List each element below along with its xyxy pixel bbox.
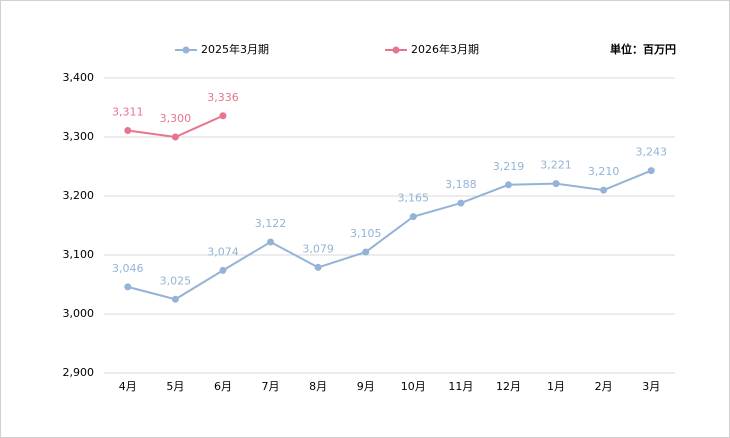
y-tick-label: 3,100 xyxy=(63,248,95,261)
data-label: 3,122 xyxy=(255,217,287,230)
x-tick-label: 7月 xyxy=(262,380,280,393)
x-tick-label: 5月 xyxy=(166,380,184,393)
data-point xyxy=(504,181,512,189)
legend-label: 2026年3月期 xyxy=(411,42,479,56)
data-point xyxy=(124,283,132,291)
y-tick-label: 3,400 xyxy=(63,71,95,84)
data-point xyxy=(124,127,132,135)
x-tick-label: 4月 xyxy=(119,380,137,393)
data-point xyxy=(362,248,370,256)
data-label: 3,210 xyxy=(588,165,620,178)
x-tick-label: 6月 xyxy=(214,380,232,393)
data-point xyxy=(219,112,227,120)
x-tick-label: 10月 xyxy=(401,380,426,393)
data-label: 3,025 xyxy=(160,274,192,287)
data-label: 3,074 xyxy=(207,245,239,258)
data-label: 3,243 xyxy=(635,146,667,159)
data-label: 3,219 xyxy=(493,160,525,173)
x-tick-label: 9月 xyxy=(357,380,375,393)
x-tick-label: 8月 xyxy=(309,380,327,393)
data-label: 3,046 xyxy=(112,262,144,275)
data-point xyxy=(409,213,417,221)
x-tick-label: 3月 xyxy=(642,380,660,393)
y-tick-label: 3,300 xyxy=(63,130,95,143)
data-label: 3,300 xyxy=(160,112,192,125)
unit-label: 単位：百万円 xyxy=(610,42,676,56)
x-tick-label: 12月 xyxy=(496,380,521,393)
legend-marker xyxy=(182,46,190,54)
legend-marker xyxy=(392,46,400,54)
x-tick-label: 11月 xyxy=(448,380,473,393)
data-point xyxy=(600,186,608,194)
data-label: 3,079 xyxy=(302,242,334,255)
x-tick-label: 2月 xyxy=(595,380,613,393)
x-tick-label: 1月 xyxy=(547,380,565,393)
data-label: 3,336 xyxy=(207,91,239,104)
data-point xyxy=(552,180,560,188)
legend-label: 2025年3月期 xyxy=(201,42,269,56)
data-point xyxy=(457,199,465,207)
data-label: 3,188 xyxy=(445,178,477,191)
data-point xyxy=(171,133,179,141)
data-point xyxy=(314,263,322,271)
y-tick-label: 3,200 xyxy=(63,189,95,202)
data-point xyxy=(219,266,227,274)
data-label: 3,105 xyxy=(350,227,382,240)
data-point xyxy=(267,238,275,246)
series-line xyxy=(127,169,652,301)
y-tick-label: 2,900 xyxy=(63,366,95,379)
data-point xyxy=(171,295,179,303)
data-label: 3,221 xyxy=(540,159,572,172)
y-tick-label: 3,000 xyxy=(63,307,95,320)
data-label: 3,165 xyxy=(398,192,430,205)
data-point xyxy=(647,167,655,175)
data-label: 3,311 xyxy=(112,106,144,119)
